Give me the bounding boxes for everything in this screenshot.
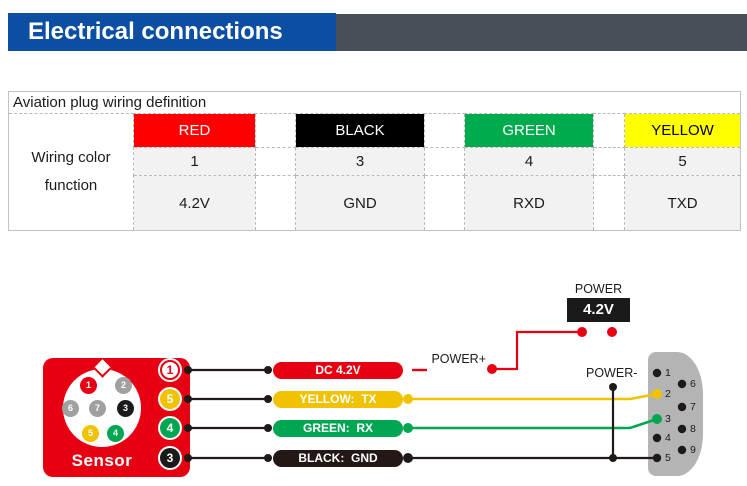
power-terminal-negative	[607, 327, 617, 337]
table-title: Aviation plug wiring definition	[7, 91, 742, 114]
color-cell-red: RED	[133, 113, 256, 148]
db9-pin-label-1: 1	[665, 367, 671, 379]
spacer-cell	[255, 113, 296, 148]
header-accent-bar	[336, 14, 747, 51]
color-cell-black: BLACK	[295, 113, 425, 148]
spacer-cell	[593, 147, 625, 176]
db9-pin-label-4: 4	[665, 432, 671, 444]
section-header: Electrical connections	[8, 13, 336, 51]
plug-pin-2: 2	[115, 377, 132, 394]
plug-pin-1: 1	[80, 377, 97, 394]
function-green: RXD	[464, 175, 594, 231]
pin-number-green: 4	[464, 147, 594, 176]
function-yellow: TXD	[623, 175, 742, 231]
pin-number-red: 1	[133, 147, 256, 176]
page-title: Electrical connections	[28, 18, 283, 45]
power-voltage: 4.2V	[583, 301, 614, 318]
function-red: 4.2V	[133, 175, 256, 231]
db9-pin-label-9: 9	[690, 444, 696, 456]
row-label-line1: Wiring color	[31, 149, 111, 166]
terminal-1: 1	[160, 360, 180, 380]
plug-pin-3: 3	[117, 400, 134, 417]
db9-pin-label-5: 5	[665, 452, 671, 464]
plug-pin-6: 6	[62, 400, 79, 417]
spacer-cell	[255, 147, 296, 176]
wiring-definition-table: Aviation plug wiring definition Wiring c…	[7, 91, 742, 231]
db9-pin-label-6: 6	[690, 378, 696, 390]
db9-pin-label-2: 2	[665, 388, 671, 400]
power-supply-box: 4.2V	[567, 298, 630, 322]
sensor-lead-wires	[186, 368, 268, 460]
db9-pin-label-7: 7	[690, 401, 696, 413]
power-minus-node	[609, 383, 617, 391]
wire-label-yellow-tx: YELLOW: TX	[273, 391, 403, 408]
sensor-label: Sensor	[71, 451, 133, 470]
tx-wire-yellow	[403, 392, 658, 404]
db9-connector-body	[648, 352, 703, 476]
power-terminal-positive	[577, 327, 587, 337]
pin-number-black: 3	[295, 147, 425, 176]
color-cell-green: GREEN	[464, 113, 594, 148]
power-supply-title: POWER	[574, 282, 623, 296]
db9-pin-label-8: 8	[690, 423, 696, 435]
row-label-line2: function	[44, 177, 98, 194]
spacer-cell	[255, 175, 296, 231]
spacer-cell	[424, 175, 465, 231]
gnd-junction-node	[609, 454, 617, 462]
rx-wire-green	[403, 417, 658, 433]
terminal-5: 5	[160, 389, 180, 409]
db9-pin-label-3: 3	[665, 413, 671, 425]
spacer-cell	[424, 147, 465, 176]
wire-label-power: DC 4.2V	[273, 362, 403, 379]
terminal-4: 4	[160, 418, 180, 438]
power-plus-label: POWER+	[431, 352, 486, 366]
plug-pin-7: 7	[89, 400, 106, 417]
spacer-cell	[424, 113, 465, 148]
sensor-lead-dots	[184, 366, 272, 462]
color-cell-yellow: YELLOW	[623, 113, 742, 148]
table-row-label: Wiring color function	[8, 113, 134, 231]
plug-pin-4: 4	[107, 425, 124, 442]
pin-number-yellow: 5	[623, 147, 742, 176]
spacer-cell	[593, 113, 625, 148]
terminal-3: 3	[160, 448, 180, 468]
wire-label-black-gnd: BLACK: GND	[273, 450, 403, 467]
power-minus-label: POWER-	[586, 366, 638, 380]
function-black: GND	[295, 175, 425, 231]
wire-label-green-rx: GREEN: RX	[273, 420, 403, 437]
plug-pin-5: 5	[82, 425, 99, 442]
spacer-cell	[593, 175, 625, 231]
gnd-wire-black	[403, 383, 657, 463]
